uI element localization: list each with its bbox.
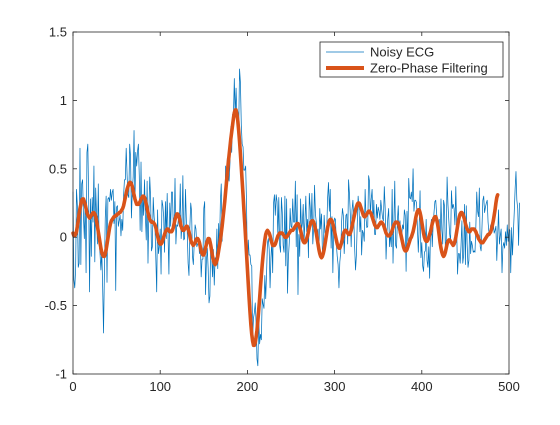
- x-tick-label: 500: [498, 379, 520, 394]
- y-tick-label: -1: [55, 367, 67, 382]
- legend-label-noisy-ecg: Noisy ECG: [370, 45, 434, 60]
- y-tick-label: 0.5: [49, 161, 67, 176]
- legend: Noisy ECG Zero-Phase Filtering: [319, 41, 504, 78]
- legend-label-zero-phase-filtering: Zero-Phase Filtering: [370, 61, 488, 76]
- y-tick-label: -0.5: [45, 298, 67, 313]
- legend-box: [319, 41, 504, 78]
- y-axis: -1 -0.5 0 0.5 1 1.5: [45, 25, 509, 382]
- axes-box: [72, 31, 510, 375]
- x-tick-label: 100: [149, 379, 171, 394]
- series-layer: [71, 68, 520, 367]
- x-axis: 0 100 200 300 400 500: [69, 32, 520, 394]
- x-tick-label: 300: [324, 379, 346, 394]
- x-tick-label: 400: [411, 379, 433, 394]
- y-tick-label: 1: [60, 93, 67, 108]
- x-tick-label: 200: [237, 379, 259, 394]
- x-tick-label: 0: [69, 379, 76, 394]
- y-tick-label: 1.5: [49, 25, 67, 40]
- y-tick-label: 0: [60, 230, 67, 245]
- series-line-zero-phase-filtering: [71, 108, 500, 348]
